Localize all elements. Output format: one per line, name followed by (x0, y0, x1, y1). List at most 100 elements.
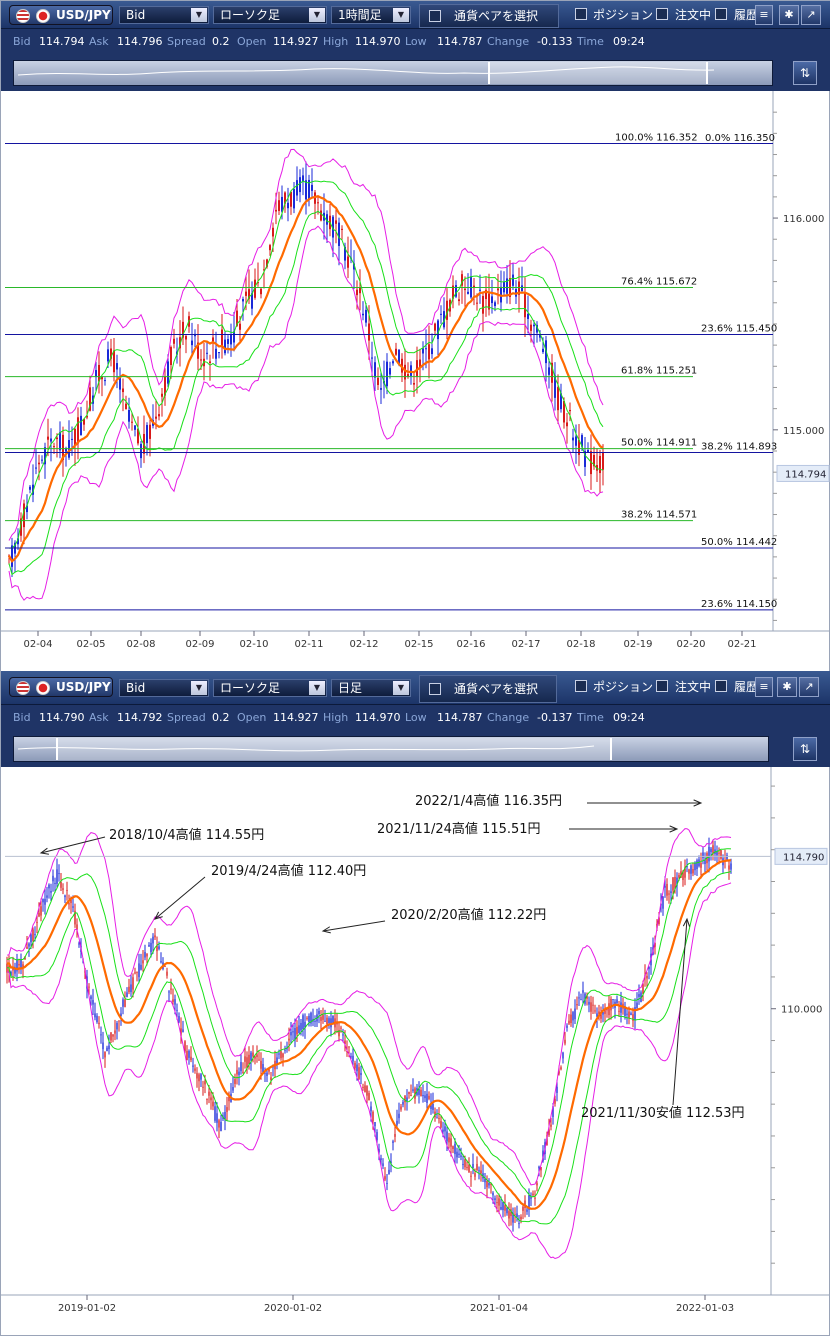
candle-body (386, 1182, 388, 1184)
candle-body (599, 455, 601, 474)
candle-body (232, 1087, 234, 1091)
bid-label: Bid (13, 35, 31, 48)
menu-icon[interactable]: ≡ (755, 677, 773, 697)
pair-button[interactable]: USD/JPY (9, 5, 113, 25)
candle-body (562, 1052, 564, 1059)
menu-icon[interactable]: ≡ (755, 5, 773, 25)
toolbar: USD/JPY Bid ▼ ローソク足 ▼ 日足 ▼ 通貨ペアを選択 ポジション 注文… (1, 671, 830, 705)
orders-checkbox[interactable] (656, 680, 668, 692)
history-checkbox[interactable] (715, 8, 727, 20)
candle-body (616, 999, 618, 1004)
candle-body (684, 867, 686, 878)
annotation-label: 2020/2/20高値 112.22円 (391, 907, 546, 923)
bollinger-lower-1sigma (7, 871, 732, 1225)
candle-body (72, 906, 74, 908)
candle-body (516, 1213, 518, 1218)
candle-body (239, 323, 241, 330)
candle-body (100, 1034, 102, 1036)
high-label: High (323, 35, 349, 48)
position-checkbox[interactable] (575, 680, 587, 692)
candle-body (548, 1129, 550, 1136)
navigator-track[interactable] (13, 60, 773, 86)
candle-body (479, 289, 481, 291)
candle-body (341, 228, 343, 230)
annotation-arrow (40, 836, 106, 854)
timeframe-select[interactable]: 1時間足 ▼ (331, 6, 411, 24)
chart-type-select[interactable]: ローソク足 ▼ (213, 6, 327, 24)
candle-body (200, 359, 202, 361)
candle-body (710, 848, 712, 853)
toolbar: USD/JPY Bid ▼ ローソク足 ▼ 1時間足 ▼ 通貨ペアを選択 ポジション … (1, 1, 830, 29)
candle-body (70, 897, 72, 904)
candle-body (59, 432, 61, 451)
pair-button[interactable]: USD/JPY (9, 677, 113, 697)
candle-body (426, 1093, 428, 1103)
candle-body (600, 1011, 602, 1019)
candle-body (491, 296, 493, 304)
candle-body (152, 936, 154, 944)
history-checkbox[interactable] (715, 680, 727, 692)
navigator-window[interactable] (488, 62, 708, 84)
candle-body (68, 903, 70, 905)
candle-body (664, 885, 666, 888)
chevron-down-icon: ▼ (393, 8, 409, 22)
gear-icon[interactable]: ✱ (779, 5, 799, 25)
daily-chart[interactable]: 110.000 2019-01-02 2020-01-02 2021-01-04 202… (1, 767, 830, 1337)
candle-body (476, 302, 478, 304)
candle-body (466, 1167, 468, 1169)
candle-body (662, 897, 664, 909)
candle-body (666, 883, 668, 896)
navigator-window[interactable] (56, 738, 612, 760)
price-type-select[interactable]: Bid ▼ (119, 6, 209, 24)
popout-icon[interactable]: ↗ (799, 677, 819, 697)
timeframe-select[interactable]: 日足 ▼ (331, 679, 411, 697)
candle-body (344, 246, 346, 261)
candle-body (305, 180, 307, 200)
hourly-chart[interactable]: 116.000 115.000 02-04 02-05 02-08 02-09 02-10 0… (1, 91, 830, 665)
candle-body (424, 1095, 426, 1099)
candle-body (254, 279, 256, 298)
position-label: ポジション (593, 8, 654, 22)
candle-body (418, 1088, 420, 1095)
candle-body (256, 1054, 258, 1058)
candle-body (446, 300, 448, 320)
chart-type-select[interactable]: ローソク足 ▼ (213, 679, 327, 697)
candle-body (488, 293, 490, 310)
candle-body (197, 342, 199, 359)
candle-body (209, 361, 211, 363)
navigator-track[interactable] (13, 736, 769, 762)
zoom-reset-icon[interactable]: ⇅ (793, 61, 817, 85)
gear-icon[interactable]: ✱ (777, 677, 797, 697)
candle-body (126, 992, 128, 997)
candle-body (112, 1034, 114, 1037)
spread-label: Spread (167, 35, 206, 48)
candle-body (506, 278, 508, 294)
candle-body (680, 871, 682, 878)
candle-body (50, 891, 52, 893)
select-pair-button[interactable]: 通貨ペアを選択 (419, 4, 559, 28)
popout-icon[interactable]: ↗ (801, 5, 821, 25)
candle-body (204, 1081, 206, 1085)
candle-body (308, 179, 310, 200)
candle-body (340, 1027, 342, 1029)
candle-body (348, 1046, 350, 1048)
candle-body (244, 1056, 246, 1062)
ask-value: 114.792 (117, 711, 163, 724)
candle-body (174, 999, 176, 1005)
zoom-reset-icon[interactable]: ⇅ (793, 737, 817, 761)
price-type-select[interactable]: Bid ▼ (119, 679, 209, 697)
select-pair-button[interactable]: 通貨ペアを選択 (419, 675, 557, 703)
candle-body (116, 1022, 118, 1030)
candle-body (356, 1064, 358, 1072)
position-checkbox[interactable] (575, 8, 587, 20)
navigator-sparkline (17, 745, 595, 752)
candle-body (530, 324, 532, 331)
candle-body (726, 855, 728, 861)
candle-body (392, 361, 394, 364)
pair-label: USD/JPY (56, 680, 111, 694)
candle-body (77, 417, 79, 444)
orders-checkbox[interactable] (656, 8, 668, 20)
y-tick-label: 110.000 (781, 1005, 822, 1016)
candle-body (634, 1007, 636, 1021)
candle-body (590, 1002, 592, 1012)
